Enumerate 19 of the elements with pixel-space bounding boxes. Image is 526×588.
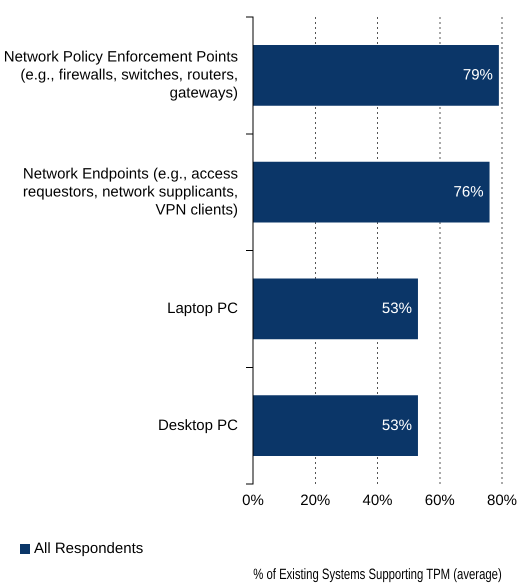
x-tick-label: 60% xyxy=(424,492,455,510)
data-label: 53% xyxy=(382,416,412,434)
bar xyxy=(254,45,499,106)
legend-label: All Respondents xyxy=(34,540,144,557)
y-tick-label: Laptop PC xyxy=(167,300,238,318)
x-tick-label: 0% xyxy=(242,492,264,510)
y-tick-label: Desktop PC xyxy=(158,416,238,434)
y-tick-label: Network Endpoints (e.g., access requestors, network supplicants, VPN clients) xyxy=(22,165,238,218)
x-tick-label: 20% xyxy=(300,492,330,510)
x-tick-label: 40% xyxy=(362,492,393,510)
data-label: 79% xyxy=(462,66,493,84)
bar xyxy=(254,278,418,340)
x-tick-label: 80% xyxy=(486,492,518,510)
data-label: 53% xyxy=(382,300,412,318)
bar xyxy=(254,162,490,222)
x-axis-title: % of Existing Systems Supporting TPM (average) xyxy=(253,566,502,583)
bar xyxy=(254,395,418,456)
data-label: 76% xyxy=(454,183,484,200)
y-tick-label: Network Policy Enforcement Points (e.g., firewalls, switches, routers, gateways) xyxy=(4,48,238,102)
